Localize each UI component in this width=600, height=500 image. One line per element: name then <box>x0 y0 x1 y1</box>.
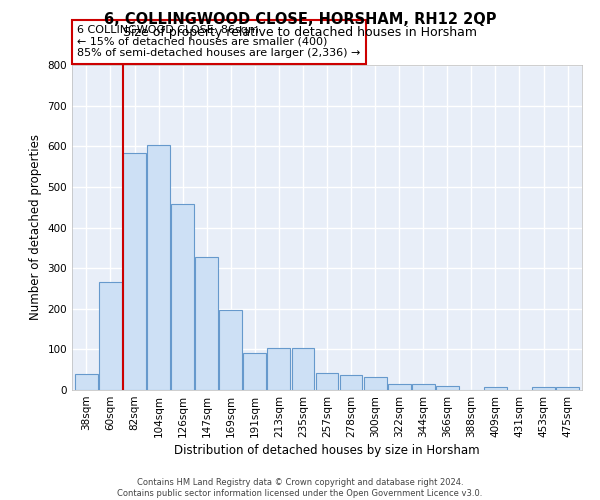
Bar <box>364 377 386 390</box>
Bar <box>436 386 459 390</box>
Bar <box>388 384 410 390</box>
Bar <box>412 384 434 390</box>
Bar <box>532 387 555 390</box>
Bar <box>75 374 98 390</box>
Bar <box>123 153 146 390</box>
X-axis label: Distribution of detached houses by size in Horsham: Distribution of detached houses by size … <box>174 444 480 457</box>
Bar <box>220 310 242 390</box>
Bar <box>292 348 314 390</box>
Text: 6 COLLINGWOOD CLOSE: 86sqm
← 15% of detached houses are smaller (400)
85% of sem: 6 COLLINGWOOD CLOSE: 86sqm ← 15% of deta… <box>77 26 361 58</box>
Text: 6, COLLINGWOOD CLOSE, HORSHAM, RH12 2QP: 6, COLLINGWOOD CLOSE, HORSHAM, RH12 2QP <box>104 12 496 28</box>
Bar <box>195 257 218 390</box>
Bar <box>171 204 194 390</box>
Bar <box>99 282 122 390</box>
Bar <box>268 348 290 390</box>
Bar <box>484 387 507 390</box>
Bar <box>147 145 170 390</box>
Bar <box>316 373 338 390</box>
Bar <box>340 374 362 390</box>
Y-axis label: Number of detached properties: Number of detached properties <box>29 134 42 320</box>
Text: Contains HM Land Registry data © Crown copyright and database right 2024.
Contai: Contains HM Land Registry data © Crown c… <box>118 478 482 498</box>
Bar <box>244 353 266 390</box>
Text: Size of property relative to detached houses in Horsham: Size of property relative to detached ho… <box>123 26 477 39</box>
Bar <box>556 387 579 390</box>
